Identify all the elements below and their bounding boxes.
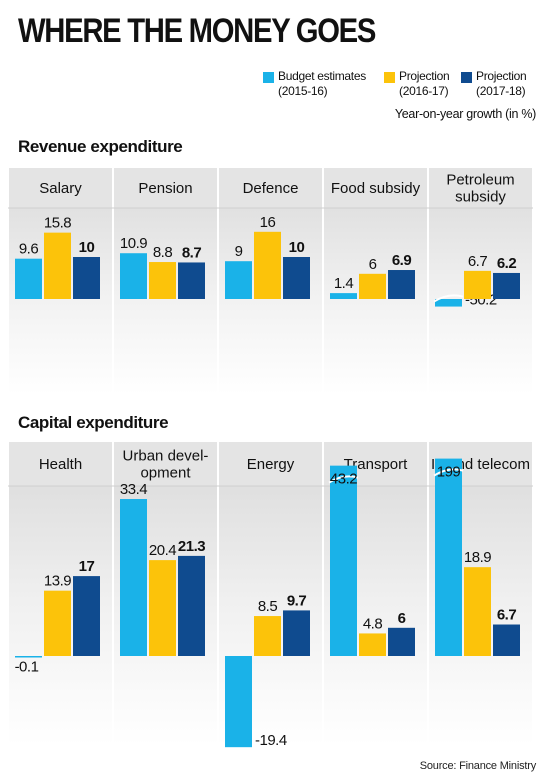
bar	[330, 465, 357, 656]
bar	[464, 270, 491, 299]
panel-label: subsidy	[455, 189, 506, 206]
bar	[435, 299, 462, 307]
bar	[254, 616, 281, 656]
bar	[283, 257, 310, 299]
panel-label: Energy	[247, 456, 295, 473]
bar	[464, 567, 491, 656]
legend-label-2017: Projection (2017-18)	[476, 69, 527, 98]
legend-swatch-2016	[384, 72, 395, 83]
bar	[15, 258, 42, 299]
source-note: Source: Finance Ministry	[419, 760, 536, 772]
bar	[283, 610, 310, 656]
bar-value-label: 1.4	[334, 275, 354, 292]
bar-break	[328, 475, 359, 484]
panel-label: Petroleum	[446, 172, 514, 189]
bar	[388, 270, 415, 299]
bar	[44, 590, 71, 656]
panel-header	[218, 168, 323, 208]
bar	[493, 272, 520, 299]
bar-value-label: 6	[398, 610, 406, 627]
bar	[254, 231, 281, 299]
bar-value-label: 18.9	[464, 549, 491, 566]
bar-value-label: 43.2	[330, 471, 357, 488]
bar	[359, 273, 386, 299]
panel-label: Transport	[344, 456, 408, 473]
bar-value-label: 13.9	[44, 573, 71, 590]
panel-header	[8, 168, 113, 208]
bar-value-label: 199	[437, 464, 461, 481]
bar-value-label: 9	[235, 243, 243, 260]
panel-label: Salary	[39, 180, 82, 197]
bar-value-label: 9.6	[19, 241, 39, 258]
panel-label: Food subsidy	[331, 180, 421, 197]
bar-value-label: 8.7	[182, 244, 202, 261]
bar-value-label: 8.5	[258, 598, 278, 615]
bar-value-label: 6.9	[392, 252, 412, 269]
panel-header	[8, 442, 113, 486]
bar-value-label: 15.8	[44, 215, 71, 232]
section-title-revenue: Revenue expenditure	[18, 137, 183, 156]
bar	[388, 627, 415, 656]
legend-label-2016: Projection (2016-17)	[399, 69, 450, 98]
bar	[44, 232, 71, 299]
legend: Budget estimates (2015-16) Projection (201…	[0, 0, 550, 130]
bar	[178, 262, 205, 299]
panel-header	[113, 442, 218, 486]
bar-value-label: 17	[79, 558, 95, 575]
panel-header	[323, 168, 428, 208]
bar-value-label: 9.7	[287, 592, 307, 609]
bar	[330, 293, 357, 299]
bar	[178, 555, 205, 656]
panel-label: Pension	[138, 180, 192, 197]
bar	[435, 458, 462, 656]
bar-value-label: 6.7	[468, 253, 488, 270]
legend-swatch-2017	[461, 72, 472, 83]
bar	[493, 624, 520, 656]
bar-value-label: -0.1	[15, 658, 39, 675]
bar-value-label: 10	[79, 239, 95, 256]
panel-label: Defence	[243, 180, 299, 197]
bar-value-label: 10	[289, 239, 305, 256]
bar-value-label: 10.9	[120, 235, 147, 252]
bar	[225, 261, 252, 299]
bar	[359, 633, 386, 656]
legend-label-2015: Budget estimates (2015-16)	[278, 69, 366, 98]
bar-value-label: -19.4	[255, 732, 287, 749]
bar-value-label: 6	[369, 256, 377, 273]
bar-value-label: 6.7	[497, 607, 517, 624]
bar	[120, 499, 147, 656]
growth-note: Year-on-year growth (in %)	[394, 107, 536, 121]
bar	[120, 253, 147, 299]
bar-value-label: 8.8	[153, 244, 173, 261]
panel-header	[428, 168, 533, 208]
bar	[225, 656, 252, 748]
bar-break	[433, 468, 464, 477]
bar	[73, 257, 100, 299]
section-title-capital: Capital expenditure	[18, 413, 169, 432]
bar-value-label: 20.4	[149, 542, 176, 559]
panel-label: opment	[140, 465, 191, 482]
bar	[15, 656, 42, 658]
bar-value-label: 16	[260, 214, 276, 231]
page-title: WHERE THE MONEY GOES	[18, 12, 376, 50]
bar	[149, 262, 176, 299]
bar-value-label: 33.4	[120, 481, 147, 498]
legend-swatch-2015	[263, 72, 274, 83]
panel-label: Urban devel-	[123, 448, 209, 465]
bar-break	[433, 294, 464, 303]
bar	[73, 576, 100, 656]
bar	[149, 560, 176, 656]
panel-header	[113, 168, 218, 208]
bar-value-label: 4.8	[363, 615, 383, 632]
bar-value-label: 6.2	[497, 255, 517, 272]
panel-label: Health	[39, 456, 82, 473]
panel-header	[218, 442, 323, 486]
bar-value-label: 21.3	[178, 538, 205, 555]
